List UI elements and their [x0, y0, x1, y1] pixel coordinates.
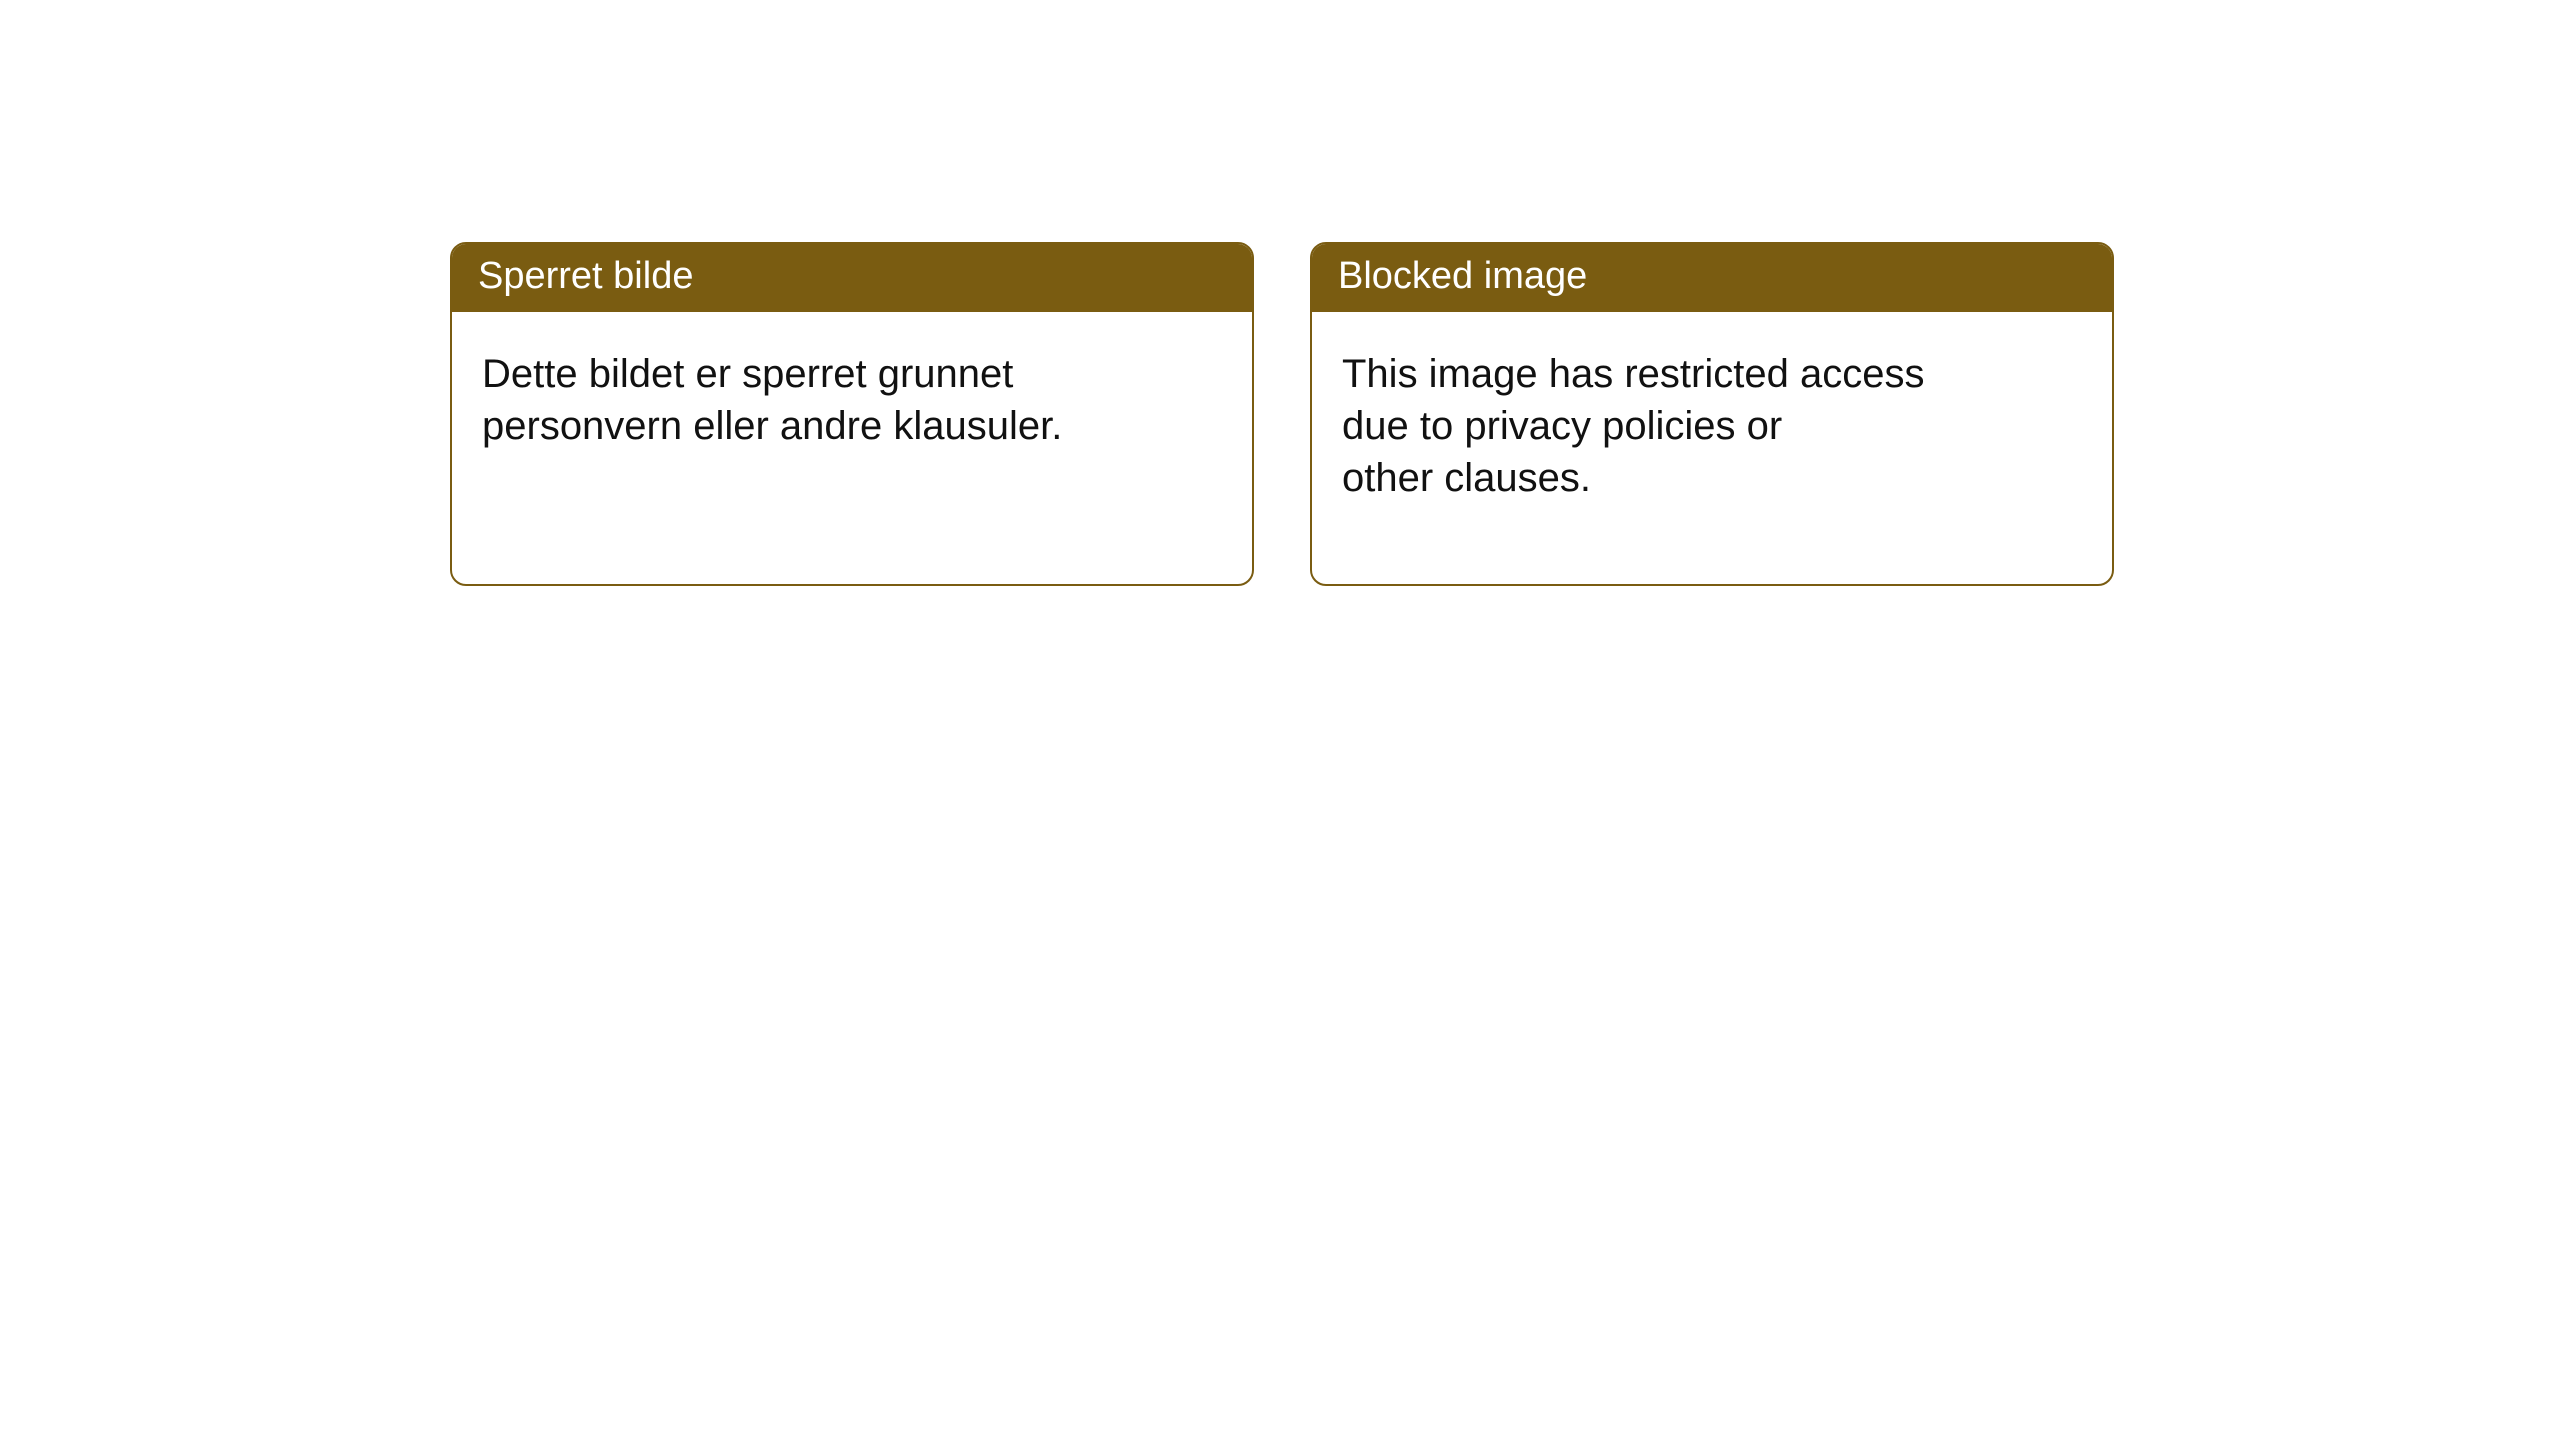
- notice-card-en: Blocked image This image has restricted …: [1310, 242, 2114, 586]
- notice-header-no: Sperret bilde: [452, 244, 1252, 312]
- notice-header-en: Blocked image: [1312, 244, 2112, 312]
- notice-card-no: Sperret bilde Dette bildet er sperret gr…: [450, 242, 1254, 586]
- notice-body-en: This image has restricted accessdue to p…: [1312, 312, 2112, 584]
- notice-body-no: Dette bildet er sperret grunnetpersonver…: [452, 312, 1252, 584]
- notice-container: Sperret bilde Dette bildet er sperret gr…: [0, 0, 2560, 586]
